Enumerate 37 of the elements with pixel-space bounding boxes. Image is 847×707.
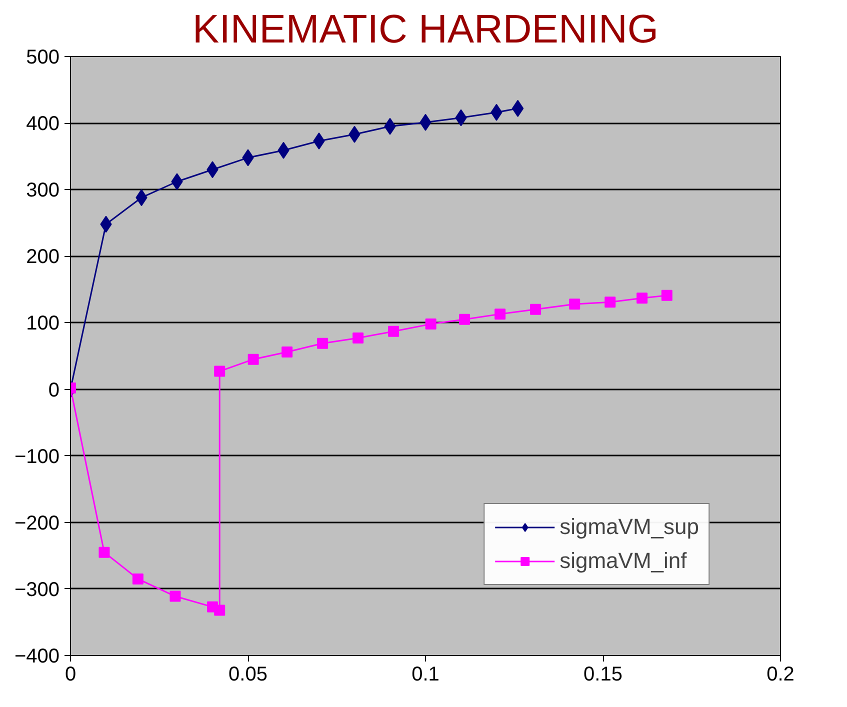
point [214,604,226,616]
y-tick-label: −100 [14,446,60,468]
y-tick-label: 300 [26,180,60,202]
y-tick-label: −400 [14,646,60,668]
point [248,354,259,365]
y-tick-label: 100 [26,312,60,335]
point [388,326,400,337]
point [98,546,110,558]
y-tick-label: 500 [26,46,60,68]
point [494,308,506,320]
point [170,590,181,602]
point [214,366,226,377]
point [425,318,436,330]
point [569,298,580,310]
point [661,290,672,301]
point [132,573,144,584]
x-tick-label: 0.1 [412,664,440,686]
point [352,332,364,344]
legend-label: sigmaVM_inf [560,548,687,574]
point [459,314,470,325]
point [636,292,648,304]
y-tick-label: 200 [26,246,60,268]
y-tick-label: −300 [14,578,60,601]
point [317,338,328,349]
point [512,100,524,117]
x-tick-label: 0.05 [228,664,268,686]
y-tick-label: 400 [26,113,60,136]
legend-label: sigmaVM_sup [560,514,699,540]
y-tick-label: −200 [14,512,60,534]
point [604,296,616,308]
point [282,346,293,358]
y-tick-label: 0 [48,379,60,402]
x-tick-label: 0.15 [584,664,622,686]
point [530,304,542,315]
x-tick-label: 0 [64,664,76,686]
chart-title: KINEMATIC HARDENING [192,8,658,52]
x-tick-label: 0.2 [766,664,794,686]
